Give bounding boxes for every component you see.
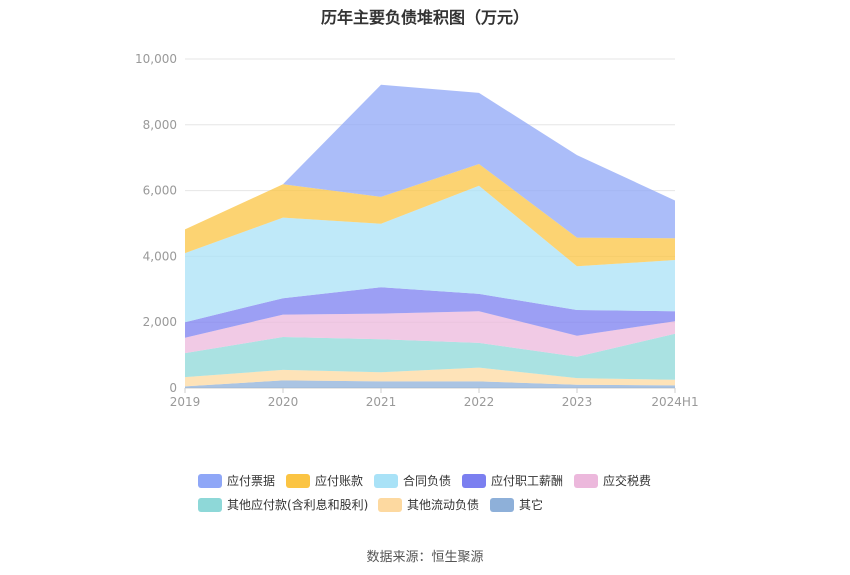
data-source-note: 数据来源：恒生聚源	[366, 550, 484, 565]
x-tick-label: 2023	[562, 395, 593, 409]
y-tick-label: 6,000	[143, 184, 177, 198]
legend-label: 其他流动负债	[407, 498, 480, 512]
legend-label: 应付职工薪酬	[491, 474, 564, 488]
legend-item[interactable]: 应付账款	[286, 472, 363, 489]
x-tick-label: 2024H1	[651, 395, 698, 409]
legend-swatch	[574, 473, 598, 488]
legend-swatch	[490, 497, 514, 512]
y-tick-label: 2,000	[143, 315, 177, 329]
legend-swatch	[198, 473, 222, 488]
area-series-其他应付款(含利息和股利)	[185, 333, 675, 380]
legend-item[interactable]: 应交税费	[574, 472, 651, 489]
y-tick-label: 8,000	[143, 118, 177, 132]
axes: 0 2,000 4,000 6,000 8,000 10,000 2019 2020 2021 2…	[135, 52, 699, 409]
legend-item[interactable]: 应付票据	[198, 472, 275, 489]
area-series-其他流动负债	[185, 367, 675, 387]
legend-swatch	[198, 497, 222, 512]
area-series-应付票据	[185, 84, 675, 239]
legend-swatch	[374, 473, 398, 488]
legend-label: 应付账款	[315, 474, 364, 488]
stacked-area-chart: 0 2,000 4,000 6,000 8,000 10,000 2019 2020 2021 2…	[135, 52, 699, 409]
area-series-合同负债	[185, 185, 675, 323]
legend-label: 其他应付款(含利息和股利)	[227, 498, 369, 512]
legend-swatch	[286, 473, 310, 488]
legend-label: 其它	[519, 498, 544, 512]
legend-item[interactable]: 其它	[490, 496, 543, 513]
legend-swatch	[378, 497, 402, 512]
legend-item[interactable]: 其他应付款(含利息和股利)	[198, 496, 368, 513]
area-series-其它	[185, 380, 675, 388]
y-tick-label: 10,000	[135, 52, 177, 66]
legend-swatch	[462, 473, 486, 488]
area-series-应交税费	[185, 311, 675, 357]
x-tick-label: 2022	[464, 395, 495, 409]
legend-label: 应付票据	[227, 474, 276, 488]
area-series	[185, 84, 675, 388]
x-tick-label: 2021	[366, 395, 397, 409]
legend-item[interactable]: 应付职工薪酬	[462, 472, 563, 489]
x-tick-label: 2019	[170, 395, 201, 409]
area-series-应付账款	[185, 164, 675, 267]
legend-label: 应交税费	[603, 474, 652, 488]
y-tick-label: 0	[169, 381, 177, 395]
legend-label: 合同负债	[403, 474, 452, 488]
legend-item[interactable]: 其他流动负债	[378, 496, 479, 513]
x-tick-label: 2020	[268, 395, 299, 409]
area-series-应付职工薪酬	[185, 287, 675, 338]
chart-title: 历年主要负债堆积图（万元）	[320, 8, 529, 27]
legend-item[interactable]: 合同负债	[374, 472, 451, 489]
y-tick-label: 4,000	[143, 249, 177, 263]
